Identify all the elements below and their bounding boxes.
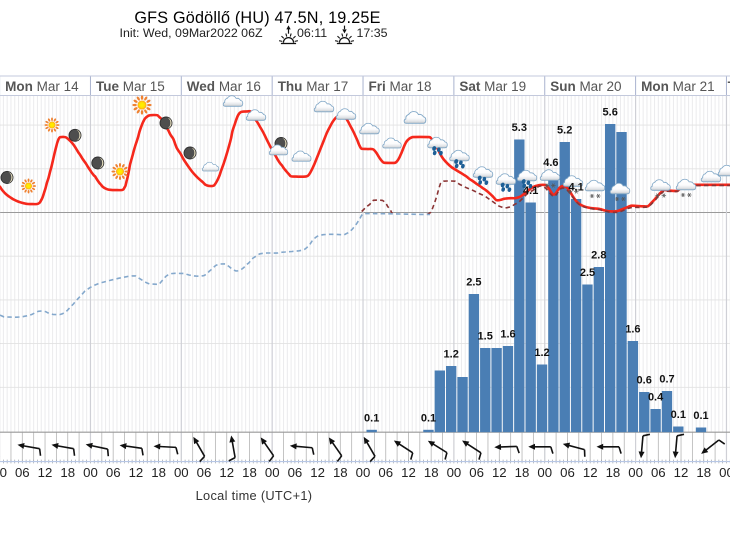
svg-text:0.1: 0.1 [693,410,708,422]
svg-text:GFS Gödöllő (HU) 47.5N, 19.25E: GFS Gödöllő (HU) 47.5N, 19.25E [134,9,380,27]
svg-text:4.6: 4.6 [543,157,558,169]
svg-text:18: 18 [424,465,439,480]
svg-text:Sun Mar 20: Sun Mar 20 [550,79,621,94]
svg-text:00: 00 [83,465,98,480]
svg-text:Wed Mar 16: Wed Mar 16 [187,79,261,94]
svg-text:0.6: 0.6 [637,375,652,387]
svg-text:1.5: 1.5 [478,331,493,343]
svg-text:0.1: 0.1 [364,412,379,424]
svg-text:06:11: 06:11 [297,26,327,40]
svg-text:00: 00 [265,465,280,480]
svg-text:5.6: 5.6 [603,107,618,119]
svg-text:00: 00 [0,465,7,480]
svg-text:Tue Mar 22: Tue Mar 22 [728,79,730,94]
svg-text:1.6: 1.6 [500,329,515,341]
svg-text:5.2: 5.2 [557,125,572,137]
svg-text:06: 06 [651,465,666,480]
svg-text:18: 18 [242,465,257,480]
svg-text:18: 18 [606,465,621,480]
svg-text:12: 12 [38,465,53,480]
svg-text:2.5: 2.5 [580,267,595,279]
svg-text:12: 12 [583,465,598,480]
svg-text:06: 06 [469,465,484,480]
svg-text:06: 06 [197,465,212,480]
svg-text:2.8: 2.8 [591,250,606,262]
svg-text:1.2: 1.2 [534,347,549,359]
svg-text:18: 18 [696,465,711,480]
svg-text:12: 12 [129,465,144,480]
svg-text:5.3: 5.3 [512,122,527,134]
svg-text:18: 18 [333,465,348,480]
svg-text:12: 12 [674,465,689,480]
svg-text:00: 00 [174,465,189,480]
svg-text:Thu Mar 17: Thu Mar 17 [278,79,349,94]
svg-text:06: 06 [106,465,121,480]
svg-text:06: 06 [378,465,393,480]
svg-text:Local time (UTC+1): Local time (UTC+1) [196,488,313,503]
svg-text:06: 06 [288,465,303,480]
svg-text:Sat Mar 19: Sat Mar 19 [459,79,526,94]
svg-text:0.4: 0.4 [648,392,664,404]
svg-text:12: 12 [219,465,234,480]
svg-text:Tue Mar 15: Tue Mar 15 [96,79,165,94]
svg-text:00: 00 [447,465,462,480]
svg-text:Mon Mar 14: Mon Mar 14 [5,79,79,94]
svg-text:12: 12 [401,465,416,480]
svg-text:06: 06 [15,465,30,480]
svg-text:4.1: 4.1 [523,185,538,197]
svg-text:06: 06 [560,465,575,480]
svg-text:17:35: 17:35 [357,26,388,40]
svg-text:2.5: 2.5 [466,277,481,289]
svg-text:Fri Mar 18: Fri Mar 18 [369,79,432,94]
svg-text:00: 00 [537,465,552,480]
svg-text:0.1: 0.1 [421,412,436,424]
svg-text:0.1: 0.1 [671,409,686,421]
svg-text:18: 18 [60,465,75,480]
svg-text:12: 12 [310,465,325,480]
svg-text:Init: Wed, 09Mar2022 06Z: Init: Wed, 09Mar2022 06Z [120,26,263,40]
svg-text:00: 00 [628,465,643,480]
svg-text:1.6: 1.6 [625,324,640,336]
svg-text:00: 00 [719,465,730,480]
svg-text:Mon Mar 21: Mon Mar 21 [641,79,715,94]
svg-text:1.2: 1.2 [444,349,459,361]
svg-text:4.1: 4.1 [568,182,583,194]
svg-text:0.7: 0.7 [659,374,674,386]
svg-text:18: 18 [151,465,166,480]
svg-text:18: 18 [515,465,530,480]
svg-text:00: 00 [356,465,371,480]
svg-text:12: 12 [492,465,507,480]
